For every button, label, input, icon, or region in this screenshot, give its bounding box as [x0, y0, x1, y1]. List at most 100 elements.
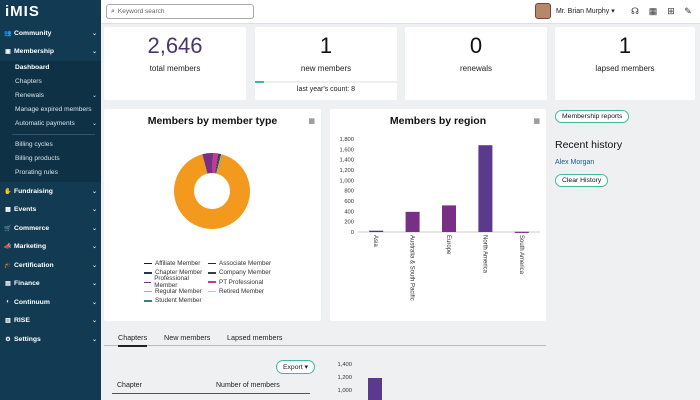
- bar-asia[interactable]: [369, 230, 384, 232]
- donut-slice-associate-member[interactable]: [215, 153, 220, 174]
- legend-item[interactable]: PT Professional: [208, 279, 272, 286]
- table-view-icon[interactable]: ▦: [308, 118, 315, 125]
- edit-icon[interactable]: ✎: [684, 6, 692, 16]
- sidebar-item-membership[interactable]: ▣ Membership ⌄: [0, 43, 101, 62]
- submenu-item-label: Automatic payments: [15, 120, 75, 127]
- submenu-item-dashboard[interactable]: Dashboard: [0, 61, 101, 75]
- member-type-title: Members by member type: [147, 115, 278, 127]
- new-members-progress: [255, 81, 397, 83]
- total-members-count: 2,646: [147, 33, 203, 58]
- legend-item[interactable]: Professional Member: [144, 275, 208, 289]
- member-type-donut-chart: [174, 153, 251, 229]
- imis-logo[interactable]: iMIS: [5, 3, 40, 20]
- legend-item[interactable]: Affiliate Member: [144, 260, 208, 267]
- bar-europe[interactable]: [442, 205, 456, 232]
- chevron-down-icon: ⌄: [91, 93, 97, 99]
- submenu-item-label: Dashboard: [15, 64, 50, 71]
- user-menu[interactable]: Mr. Brian Murphy ▾: [556, 8, 615, 15]
- donut-slice-student-member[interactable]: [216, 154, 223, 174]
- legend-swatch: [208, 290, 216, 293]
- chapter-bar[interactable]: [368, 378, 382, 400]
- sidebar-item-marketing[interactable]: 📣 Marketing ⌄: [0, 238, 101, 257]
- tab-new-members[interactable]: New members: [164, 333, 211, 342]
- sidebar-item-certification[interactable]: 🎓 Certification ⌄: [0, 256, 101, 275]
- clear-history-button[interactable]: Clear History: [555, 174, 609, 187]
- legend-label: Retired Member: [219, 288, 265, 296]
- donut-slice-chapter-member[interactable]: [215, 153, 221, 174]
- legend-item[interactable]: Associate Member: [208, 260, 272, 267]
- donut-slice-retired-member[interactable]: [216, 154, 222, 174]
- sidebar-item-events[interactable]: ▦ Events ⌄: [0, 201, 101, 220]
- headset-icon[interactable]: ☊: [631, 6, 639, 16]
- submenu-item-renewals[interactable]: Renewals ⌄: [0, 89, 101, 103]
- sidebar-item-label: Finance: [14, 280, 40, 288]
- export-button[interactable]: Export ▾: [276, 360, 315, 374]
- tab-lapsed-members[interactable]: Lapsed members: [227, 333, 283, 342]
- legend-item[interactable]: Chapter Member: [144, 269, 208, 276]
- submenu-item-billing-cycles[interactable]: Billing cycles: [0, 138, 101, 152]
- sidebar-item-commerce[interactable]: 🛒 Commerce ⌄: [0, 219, 101, 238]
- legend-label: Affiliate Member: [155, 260, 201, 268]
- sidebar-item-community[interactable]: 👥 Community ⌄: [0, 24, 101, 43]
- group-icon: 👥: [4, 30, 12, 37]
- submenu-item-label: Renewals: [15, 92, 44, 99]
- column-header-number-of-members[interactable]: Number of members: [216, 382, 280, 389]
- donut-slice-company-member[interactable]: [216, 154, 222, 174]
- bar-south-america[interactable]: [514, 231, 529, 233]
- y-tick-label: 1,000: [339, 178, 354, 184]
- sidebar-item-finance[interactable]: ▤ Finance ⌄: [0, 275, 101, 294]
- calendar-icon[interactable]: ▦: [648, 6, 658, 16]
- x-tick-label: Asia: [372, 235, 378, 247]
- sidebar-item-continuum[interactable]: ◐ Continuum ⌄: [0, 293, 101, 312]
- legend-item[interactable]: Student Member: [144, 297, 208, 304]
- y-tick-label: 1,400: [337, 362, 352, 368]
- submenu-item-chapters[interactable]: Chapters: [0, 75, 101, 89]
- legend-row: Regular Member Retired Member: [144, 287, 272, 296]
- legend-row: Chapter Member Company Member: [144, 268, 272, 277]
- sidebar-item-rise[interactable]: ▥ RISE ⌄: [0, 312, 101, 331]
- legend-item[interactable]: Company Member: [208, 269, 272, 276]
- legend-swatch: [144, 272, 152, 274]
- chevron-down-icon: ⌄: [91, 30, 97, 37]
- donut-slice-regular-member[interactable]: [174, 154, 251, 229]
- y-tick-label: 1,800: [339, 137, 354, 143]
- certification-icon: 🎓: [4, 262, 12, 269]
- recent-history-link[interactable]: Alex Morgan: [555, 159, 595, 166]
- table-view-icon[interactable]: ▦: [533, 118, 540, 125]
- chapter-bar-chart: 1,400 1,200 1,000: [337, 362, 382, 400]
- submenu-item-billing-products[interactable]: Billing products: [0, 152, 101, 166]
- donut-slice-professional-member[interactable]: [202, 153, 214, 174]
- submenu-item-label: Manage expired members: [15, 106, 92, 113]
- submenu-item-automatic-payments[interactable]: Automatic payments ⌄: [0, 117, 101, 131]
- sidebar-item-settings[interactable]: ⚙ Settings ⌄: [0, 330, 101, 349]
- legend-item[interactable]: Retired Member: [208, 288, 272, 295]
- sidebar-item-label: Certification: [14, 261, 54, 269]
- column-header-chapter[interactable]: Chapter: [117, 382, 142, 389]
- membership-reports-button[interactable]: Membership reports: [555, 110, 630, 123]
- avatar[interactable]: [535, 3, 551, 19]
- sidebar: iMIS 👥 Community ⌄ ▣ Membership ⌄ Dashboard Ch…: [0, 0, 101, 400]
- sidebar-item-label: Community: [14, 29, 52, 37]
- donut-slice-affiliate-member[interactable]: [215, 153, 220, 174]
- search-input[interactable]: ⌕ Keyword search: [106, 4, 254, 19]
- marketing-icon: 📣: [4, 244, 12, 251]
- submenu-item-manage-expired-members[interactable]: Manage expired members: [0, 103, 101, 117]
- y-tick-label: 1,200: [339, 168, 354, 174]
- bar-australia-south-pacific[interactable]: [405, 211, 420, 232]
- chevron-down-icon: ⌄: [91, 188, 97, 195]
- submenu-item-prorating-rules[interactable]: Prorating rules: [0, 166, 101, 180]
- tab-chapters[interactable]: Chapters: [118, 333, 148, 347]
- donut-slice-pt-professional[interactable]: [212, 153, 219, 174]
- sidebar-item-fundraising[interactable]: ✋ Fundraising ⌄: [0, 182, 101, 201]
- lapsed-members-label: lapsed members: [595, 64, 655, 73]
- renewals-card: 0 renewals: [405, 27, 547, 100]
- sidebar-item-label: Commerce: [14, 224, 50, 232]
- bar-north-america[interactable]: [478, 145, 493, 232]
- chevron-down-icon: ⌄: [91, 262, 97, 269]
- commerce-icon: 🛒: [4, 225, 12, 232]
- legend-item[interactable]: Regular Member: [144, 288, 208, 295]
- legend-row: Professional Member PT Professional: [144, 275, 272, 289]
- renewals-count: 0: [469, 33, 483, 58]
- member-type-legend: Affiliate Member Associate Member Chapter …: [144, 259, 272, 305]
- cart-icon[interactable]: ⊞: [667, 6, 675, 16]
